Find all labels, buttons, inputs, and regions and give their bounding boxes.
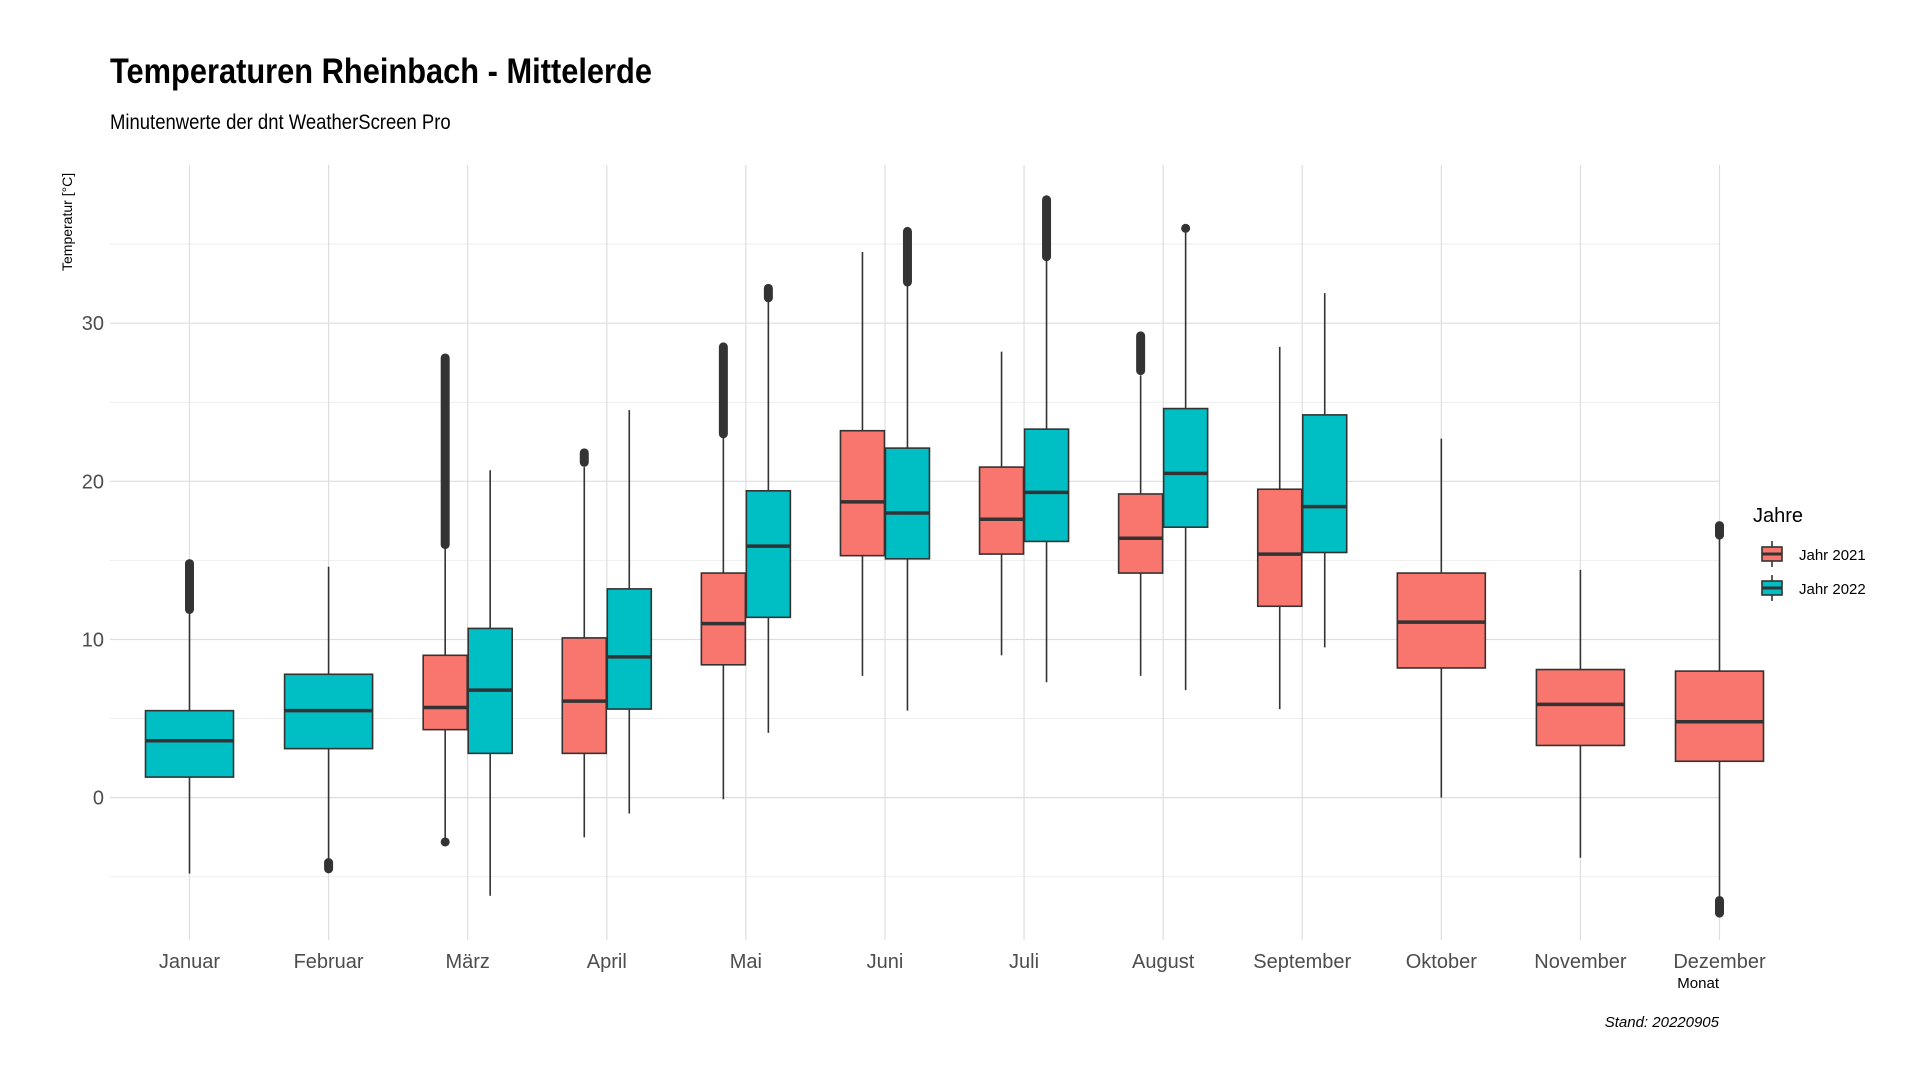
x-tick-label: Dezember (1673, 951, 1766, 973)
box-2021-März (422, 353, 468, 847)
x-tick-label: Oktober (1406, 951, 1477, 973)
x-tick-label: Juli (1009, 951, 1039, 973)
box-2022-Juni (884, 226, 931, 711)
x-tick-labels: Januar Februar März April Mai Juni Juli August S… (159, 951, 1766, 973)
box-2021-September (1256, 346, 1303, 710)
box-2021-Juli (978, 351, 1025, 656)
box-2022-Juli (1023, 195, 1070, 683)
box-2022-März (467, 470, 513, 896)
box-iqr (839, 429, 886, 557)
y-tick-label: 30 (82, 313, 104, 335)
x-tick-label: Mai (730, 951, 762, 973)
box-iqr (1535, 668, 1626, 747)
box-2021-November (1535, 569, 1626, 858)
box-iqr (1162, 407, 1209, 528)
x-tick-label: März (445, 951, 489, 973)
box-iqr (1117, 493, 1164, 574)
x-tick-label: April (587, 951, 627, 973)
box-2022-August (1162, 223, 1209, 691)
legend-label: Jahr 2021 (1799, 547, 1866, 564)
box-2021-August (1117, 331, 1164, 676)
x-tick-label: Januar (159, 951, 220, 973)
box-2022-Mai (745, 283, 792, 733)
box-iqr (1674, 670, 1765, 763)
outlier-point (1181, 223, 1191, 233)
outlier-point (440, 837, 450, 847)
x-tick-label: November (1534, 951, 1627, 973)
x-axis-label: Monat (1677, 975, 1720, 992)
box-2021-April (561, 448, 608, 838)
box-2021-Mai (700, 342, 747, 800)
box-iqr (1256, 488, 1303, 608)
box-2021-Dezember (1674, 521, 1765, 918)
x-tick-label: Februar (294, 951, 364, 973)
box-iqr (1023, 428, 1070, 543)
box-2021-Oktober (1396, 438, 1487, 798)
legend-label: Jahr 2022 (1799, 581, 1866, 598)
box-2022-September (1301, 293, 1348, 648)
legend-key-2021 (1761, 541, 1783, 567)
box-iqr (606, 588, 653, 710)
chart-title: Temperaturen Rheinbach - Mittelerde (110, 52, 652, 91)
box-2021-Juni (839, 251, 886, 676)
y-tick-label: 20 (82, 471, 104, 493)
box-iqr (978, 466, 1025, 555)
box-iqr (422, 654, 468, 731)
box-iqr (1301, 414, 1348, 554)
box-2022-April (606, 410, 653, 814)
box-2022-Januar (144, 559, 235, 874)
box-series (144, 195, 1765, 918)
y-tick-labels: 0 10 20 30 (82, 313, 104, 809)
box-iqr (561, 637, 608, 755)
y-tick-label: 0 (93, 788, 104, 810)
legend-title: Jahre (1753, 505, 1803, 527)
legend: Jahre Jahr 2021 Jahr 2022 (1753, 505, 1866, 601)
x-tick-label: September (1253, 951, 1351, 973)
box-iqr (745, 490, 792, 619)
y-axis-label: Temperatur [°C] (59, 173, 75, 271)
x-tick-label: August (1132, 951, 1195, 973)
box-2022-Februar (283, 566, 374, 874)
y-tick-label: 10 (82, 629, 104, 651)
box-iqr (884, 447, 931, 560)
legend-key-2022 (1761, 575, 1783, 601)
box-iqr (144, 709, 235, 778)
x-tick-label: Juni (867, 951, 904, 973)
box-iqr (700, 572, 747, 666)
chart-caption: Stand: 20220905 (1605, 1014, 1720, 1031)
chart-subtitle: Minutenwerte der dnt WeatherScreen Pro (110, 111, 451, 134)
